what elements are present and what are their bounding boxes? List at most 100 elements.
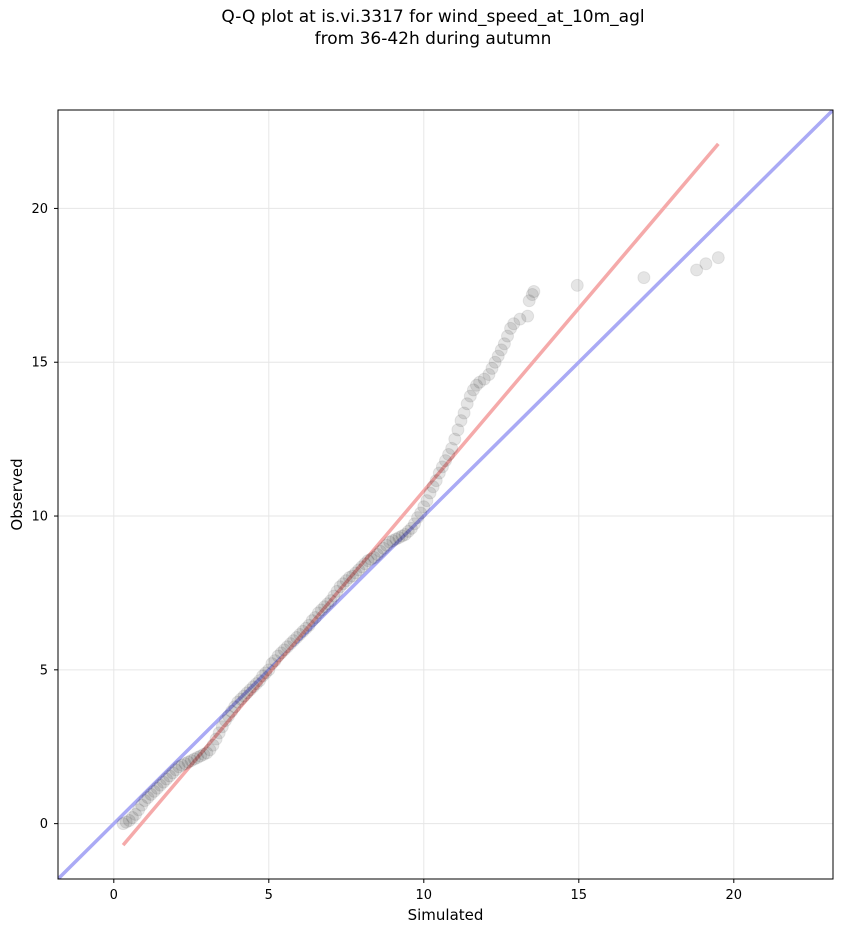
- x-tick-label: 20: [726, 888, 743, 903]
- data-point: [477, 372, 491, 386]
- data-point: [361, 554, 375, 568]
- data-point: [525, 288, 539, 302]
- data-point: [377, 541, 390, 555]
- data-point: [448, 432, 462, 446]
- data-point: [466, 383, 480, 397]
- data-point: [290, 631, 304, 645]
- plot-frame: [57, 109, 834, 880]
- data-point: [435, 460, 449, 474]
- data-point: [259, 666, 273, 680]
- data-point: [401, 524, 415, 538]
- data-point: [296, 624, 310, 638]
- data-point: [429, 474, 443, 488]
- data-point: [414, 506, 428, 520]
- data-point: [404, 521, 418, 535]
- data-point: [172, 760, 186, 774]
- data-point: [150, 781, 164, 795]
- data-point: [135, 798, 149, 812]
- data-point: [470, 378, 483, 392]
- data-point: [231, 695, 245, 709]
- data-point: [420, 494, 434, 508]
- data-point: [485, 361, 499, 375]
- data-point: [308, 611, 322, 625]
- y-tick-label: 20: [31, 202, 48, 217]
- data-point: [237, 689, 251, 703]
- x-axis-label: Simulated: [408, 906, 484, 924]
- y-axis-label: Observed: [8, 458, 26, 530]
- data-point: [389, 532, 403, 546]
- y-tick-label: 5: [40, 663, 48, 678]
- data-point: [175, 758, 189, 772]
- y-tick-label: 10: [31, 510, 48, 525]
- data-point: [203, 743, 217, 757]
- data-point: [497, 337, 511, 351]
- grid-lines: [58, 110, 833, 879]
- data-point: [184, 754, 198, 768]
- data-point: [311, 606, 325, 620]
- data-point: [156, 775, 170, 789]
- data-point: [386, 534, 400, 548]
- data-point: [501, 329, 514, 343]
- data-point: [222, 709, 235, 723]
- data-point: [442, 448, 456, 462]
- data-point: [336, 577, 350, 591]
- data-point: [346, 569, 359, 583]
- data-point: [451, 423, 465, 437]
- data-point: [432, 466, 446, 480]
- data-point: [364, 552, 378, 566]
- data-points: [116, 251, 725, 831]
- data-point: [324, 594, 338, 608]
- data-point: [699, 257, 713, 271]
- data-point: [527, 284, 541, 298]
- data-point: [246, 680, 260, 694]
- data-point: [166, 766, 180, 780]
- data-point: [249, 677, 263, 691]
- data-point: [488, 355, 502, 369]
- data-point: [342, 571, 356, 585]
- data-point: [352, 563, 366, 577]
- data-point: [277, 643, 291, 657]
- data-point: [521, 309, 535, 323]
- data-point: [225, 704, 239, 718]
- data-point: [305, 614, 319, 628]
- data-point: [144, 787, 158, 801]
- data-point: [454, 414, 468, 428]
- data-point: [265, 657, 279, 671]
- data-point: [380, 538, 394, 552]
- data-point: [318, 600, 332, 614]
- data-point: [234, 692, 248, 706]
- data-point: [215, 720, 229, 734]
- x-tick-label: 0: [110, 888, 118, 903]
- data-point: [206, 738, 220, 752]
- data-point: [197, 747, 211, 761]
- data-point: [395, 529, 409, 543]
- data-point: [367, 551, 381, 565]
- data-point: [637, 271, 651, 285]
- data-point: [507, 317, 521, 331]
- data-point: [711, 251, 725, 265]
- data-point: [327, 589, 341, 603]
- data-point: [153, 778, 167, 792]
- data-point: [271, 649, 285, 663]
- data-point: [284, 637, 297, 651]
- data-point: [212, 726, 226, 740]
- data-point: [253, 674, 266, 688]
- y-axis-ticks: 0 5 10 15 20: [31, 202, 58, 832]
- data-point: [209, 732, 223, 746]
- reference-line-fit: [121, 142, 720, 847]
- data-point: [494, 343, 508, 357]
- data-point: [256, 669, 270, 683]
- data-point: [262, 663, 276, 677]
- chart-title-line-2: from 36-42h during autumn: [314, 29, 552, 49]
- data-point: [194, 749, 208, 763]
- data-point: [330, 584, 344, 598]
- data-point: [315, 603, 328, 617]
- data-point: [333, 580, 347, 594]
- reference-lines: [58, 110, 833, 879]
- data-point: [280, 640, 294, 654]
- data-point: [358, 557, 372, 571]
- reference-line-identity: [58, 110, 833, 879]
- data-point: [504, 321, 518, 335]
- data-point: [408, 517, 421, 531]
